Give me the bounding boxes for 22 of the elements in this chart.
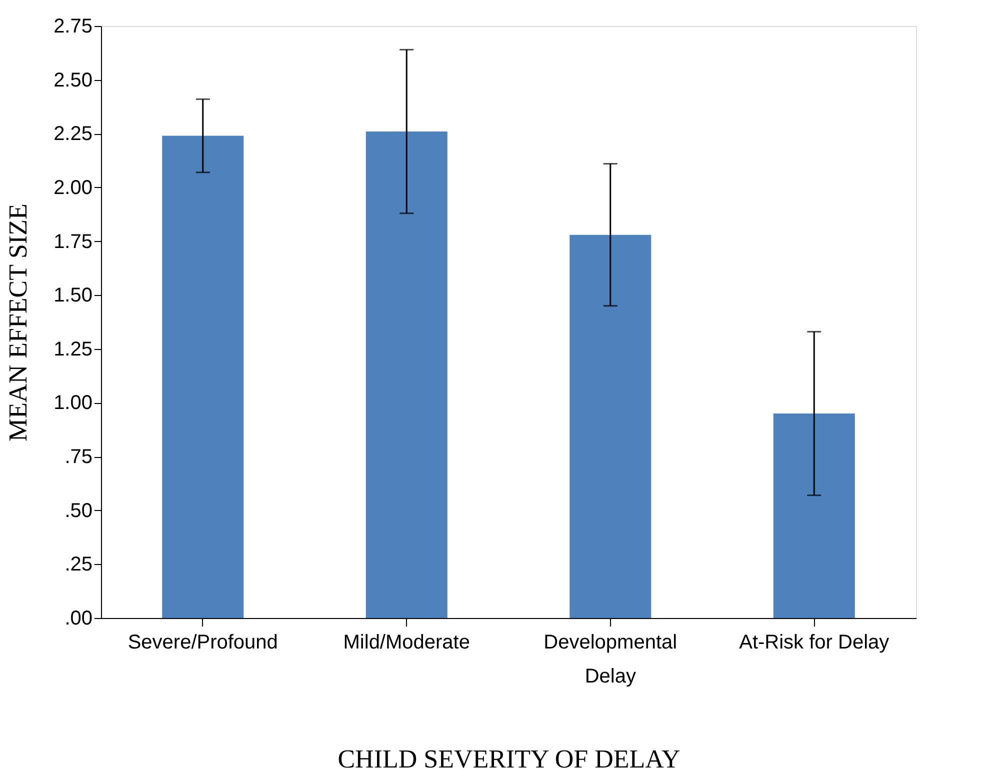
- bar: [366, 131, 448, 618]
- y-tick-label: .00: [64, 608, 92, 630]
- x-tick-label: Mild/Moderate: [343, 632, 470, 654]
- x-tick-label: Severe/Profound: [128, 632, 278, 654]
- y-tick-label: 2.25: [54, 123, 92, 146]
- x-tick-label: At-Risk for Delay: [739, 632, 890, 654]
- x-axis-title: CHILD SEVERITY OF DELAY: [338, 744, 681, 769]
- y-tick-label: .50: [64, 500, 92, 522]
- bar: [773, 413, 855, 618]
- y-tick-label: 1.00: [54, 392, 92, 414]
- y-tick-label: .75: [64, 446, 92, 468]
- y-tick-label: 1.50: [54, 284, 92, 307]
- y-tick-label: 2.00: [54, 176, 92, 199]
- bar: [162, 136, 244, 618]
- y-tick-label: .25: [64, 554, 92, 576]
- y-tick-label: 2.50: [54, 69, 92, 92]
- x-tick-label: Developmental Delay: [544, 632, 678, 688]
- y-tick-label: 1.75: [54, 230, 92, 253]
- y-tick-label: 1.25: [54, 338, 92, 360]
- y-axis-title: MEAN EFFECT SIZE: [4, 204, 33, 442]
- bar: [570, 234, 652, 618]
- y-tick-label: 2.75: [54, 16, 92, 38]
